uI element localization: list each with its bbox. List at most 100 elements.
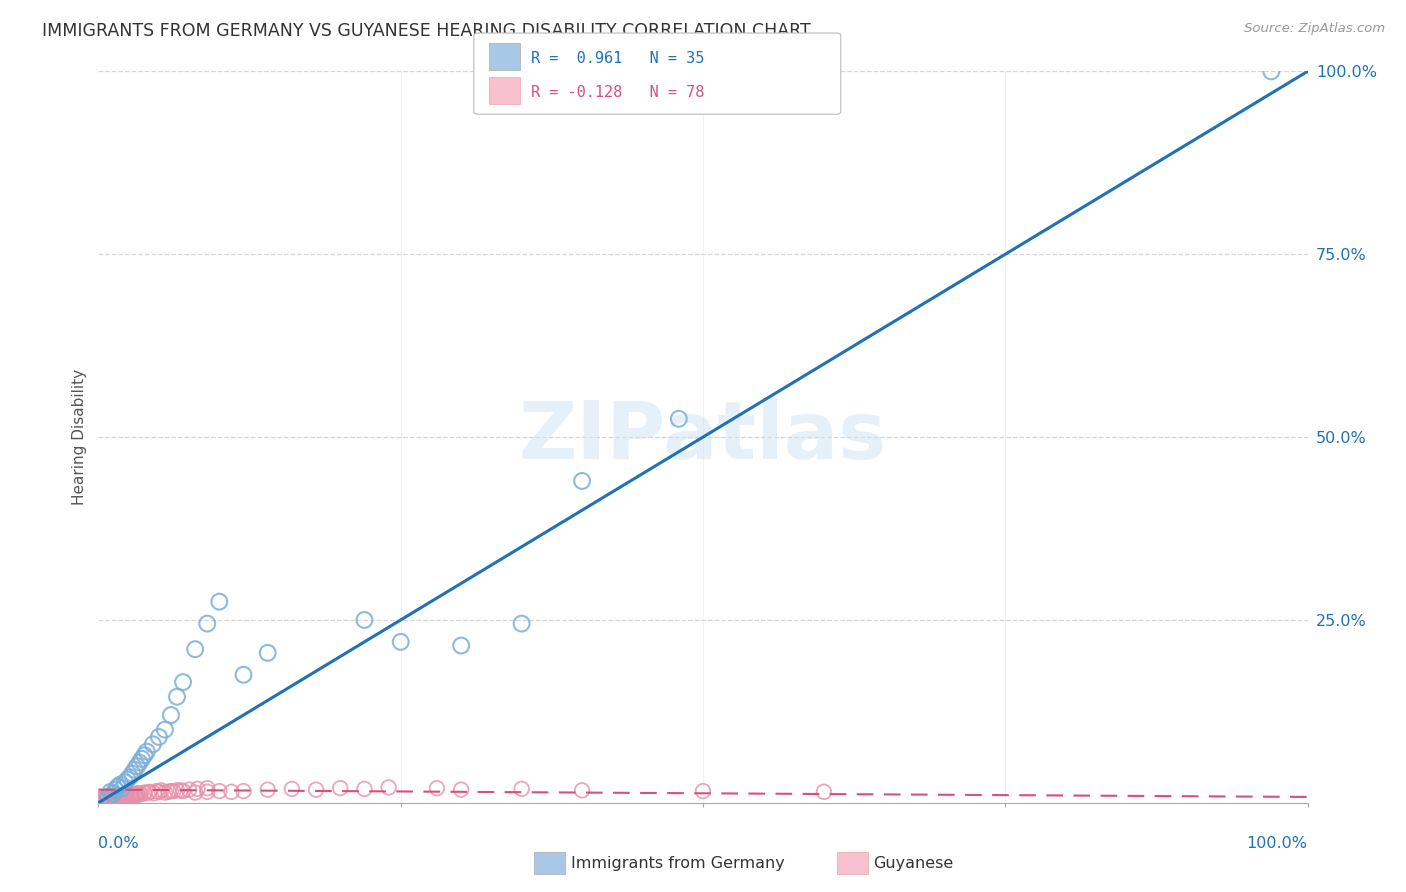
- Point: [221, 785, 243, 799]
- Point: [110, 789, 132, 803]
- Point: [111, 789, 134, 804]
- Point: [118, 789, 141, 804]
- Point: [93, 790, 115, 805]
- Point: [177, 782, 201, 797]
- Point: [121, 766, 143, 780]
- Point: [111, 781, 134, 796]
- Point: [101, 790, 124, 805]
- Point: [94, 789, 117, 804]
- Point: [128, 756, 150, 770]
- Point: [195, 781, 218, 796]
- Point: [91, 792, 114, 806]
- Point: [124, 788, 146, 802]
- Point: [97, 790, 120, 805]
- Point: [124, 763, 146, 777]
- Point: [134, 748, 156, 763]
- Point: [813, 785, 835, 799]
- Point: [118, 789, 141, 803]
- Point: [450, 639, 472, 653]
- Point: [108, 789, 131, 803]
- Point: [131, 752, 153, 766]
- Point: [97, 789, 120, 804]
- Point: [108, 789, 131, 804]
- Point: [1260, 64, 1282, 78]
- Point: [120, 789, 142, 804]
- Point: [208, 784, 231, 798]
- Point: [107, 780, 129, 794]
- Point: [128, 786, 150, 800]
- Point: [195, 785, 218, 799]
- Point: [101, 787, 124, 801]
- Point: [148, 730, 170, 744]
- Text: IMMIGRANTS FROM GERMANY VS GUYANESE HEARING DISABILITY CORRELATION CHART: IMMIGRANTS FROM GERMANY VS GUYANESE HEAR…: [42, 22, 811, 40]
- Point: [100, 789, 122, 804]
- Point: [169, 783, 191, 797]
- Point: [162, 784, 184, 798]
- Point: [256, 782, 278, 797]
- Point: [96, 790, 118, 805]
- Point: [148, 785, 170, 799]
- Point: [166, 783, 188, 797]
- Point: [377, 780, 399, 795]
- Point: [91, 791, 114, 805]
- Point: [117, 789, 139, 803]
- Point: [101, 789, 124, 804]
- Point: [107, 789, 129, 804]
- Y-axis label: Hearing Disability: Hearing Disability: [72, 369, 87, 505]
- Point: [208, 594, 231, 608]
- Point: [100, 789, 122, 804]
- Text: Guyanese: Guyanese: [873, 856, 953, 871]
- Point: [450, 782, 472, 797]
- Point: [510, 616, 533, 631]
- Point: [160, 708, 183, 723]
- Point: [510, 781, 533, 796]
- Point: [157, 785, 180, 799]
- Text: ZIPatlas: ZIPatlas: [519, 398, 887, 476]
- Point: [426, 781, 449, 796]
- Point: [134, 786, 156, 800]
- Point: [153, 723, 176, 737]
- Point: [184, 642, 207, 657]
- Text: Source: ZipAtlas.com: Source: ZipAtlas.com: [1244, 22, 1385, 36]
- Point: [90, 791, 112, 805]
- Point: [329, 781, 352, 796]
- Point: [112, 789, 135, 803]
- Point: [120, 787, 142, 801]
- Point: [389, 635, 412, 649]
- Point: [668, 412, 690, 426]
- Point: [160, 784, 183, 798]
- Point: [281, 781, 304, 796]
- Point: [127, 787, 149, 801]
- Point: [166, 690, 188, 704]
- Point: [145, 784, 167, 798]
- Point: [153, 786, 176, 800]
- Text: Immigrants from Germany: Immigrants from Germany: [571, 856, 785, 871]
- Point: [97, 789, 120, 804]
- Point: [138, 786, 160, 800]
- Point: [93, 791, 115, 805]
- Point: [118, 770, 141, 784]
- Point: [172, 784, 194, 798]
- Point: [127, 788, 149, 802]
- Point: [117, 772, 139, 787]
- Text: 100.0%: 100.0%: [1247, 836, 1308, 851]
- Point: [138, 785, 160, 799]
- Point: [571, 783, 593, 797]
- Point: [143, 786, 166, 800]
- Point: [100, 785, 122, 799]
- Point: [103, 789, 125, 804]
- Point: [114, 789, 136, 804]
- Point: [108, 789, 131, 803]
- Text: 0.0%: 0.0%: [98, 836, 139, 851]
- Point: [134, 786, 156, 800]
- Point: [184, 786, 207, 800]
- Point: [305, 782, 328, 797]
- Point: [692, 784, 714, 798]
- Point: [122, 789, 145, 803]
- Point: [98, 789, 121, 804]
- Point: [104, 782, 127, 797]
- Point: [142, 737, 165, 751]
- Text: R =  0.961   N = 35: R = 0.961 N = 35: [531, 51, 704, 66]
- Point: [121, 788, 143, 802]
- Point: [172, 675, 194, 690]
